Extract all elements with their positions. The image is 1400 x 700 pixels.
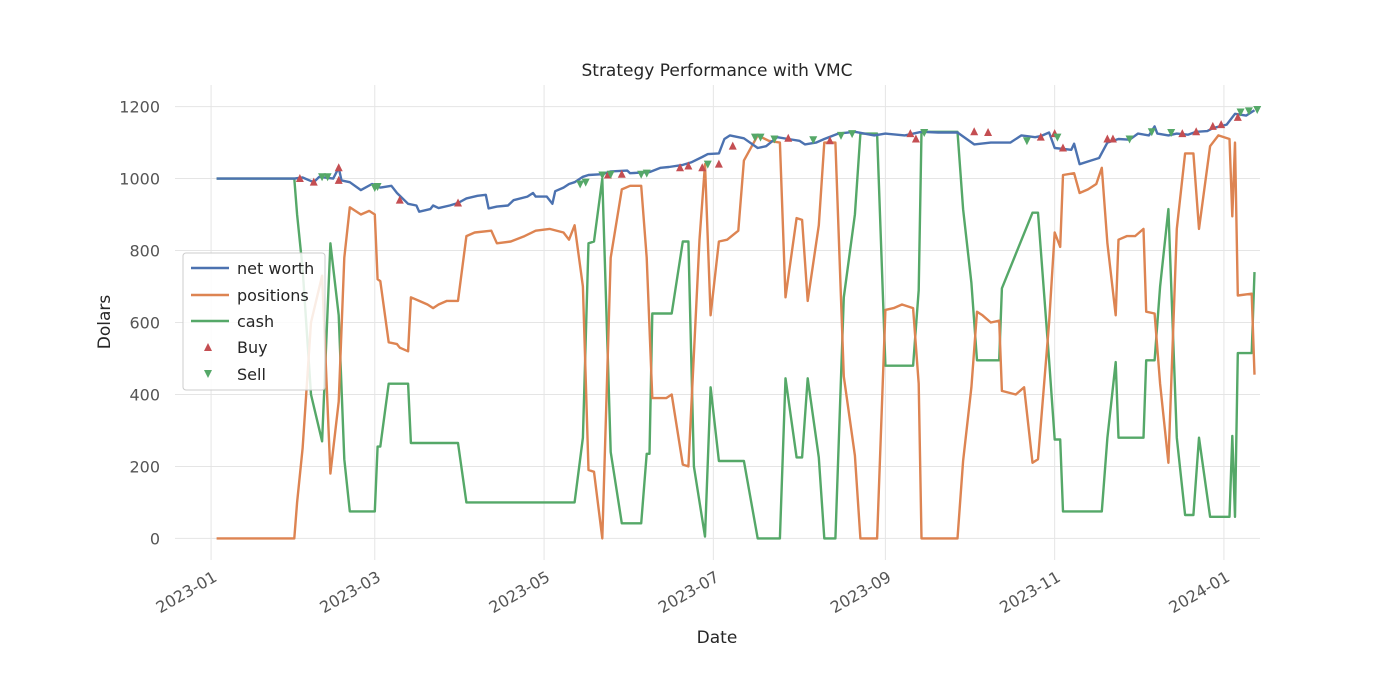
sell-marker-8: [637, 170, 646, 179]
buy-marker-10: [698, 163, 707, 172]
sell-marker-1: [323, 173, 332, 182]
legend-label-cash: cash: [237, 312, 274, 331]
sell-marker-6: [598, 171, 607, 180]
legend-label-sell: Sell: [237, 365, 266, 384]
sell-marker-17: [920, 129, 929, 137]
sell-marker-15: [836, 131, 845, 140]
buy-marker-3: [334, 175, 343, 184]
series-line-cash: [216, 130, 1256, 540]
y-tick-label-0: 0: [150, 529, 160, 548]
grid: [175, 85, 1260, 560]
sell-marker-9: [642, 169, 651, 178]
sell-marker-4: [576, 180, 585, 189]
buy-marker-12: [728, 141, 737, 150]
sell-marker-12: [756, 133, 765, 142]
sell-marker-11: [750, 133, 759, 142]
buy-marker-15: [906, 129, 915, 138]
chart-title: Strategy Performance with VMC: [581, 61, 852, 81]
buy-marker-8: [676, 163, 685, 172]
buy-marker-16: [911, 134, 920, 143]
legend-swatch-buy: [204, 343, 212, 351]
legend-label-buy: Buy: [237, 338, 268, 357]
legend: net worth positions cash Buy Sell: [182, 252, 326, 391]
y-tick-label-600: 600: [129, 314, 160, 333]
series-line-positions: [216, 134, 1256, 540]
y-tick-label-200: 200: [129, 457, 160, 476]
y-tick-label-1000: 1000: [119, 170, 160, 189]
marker-layer: [295, 105, 1262, 207]
series-layer: [216, 109, 1256, 540]
sell-marker-20: [1125, 135, 1134, 144]
buy-marker-26: [1208, 121, 1217, 130]
sell-marker-3: [373, 182, 382, 191]
buy-marker-19: [1036, 132, 1045, 141]
buy-marker-2: [334, 163, 343, 172]
sell-marker-25: [1253, 105, 1262, 114]
buy-marker-21: [1058, 143, 1067, 152]
buy-marker-0: [295, 174, 304, 183]
sell-marker-19: [1053, 133, 1062, 142]
sell-marker-23: [1236, 108, 1245, 117]
sell-marker-5: [581, 178, 590, 187]
buy-marker-4: [395, 195, 404, 204]
buy-marker-9: [684, 161, 693, 170]
buy-marker-11: [714, 159, 723, 168]
sell-marker-21: [1147, 128, 1156, 137]
series-line-net-worth: [216, 109, 1256, 213]
buy-marker-1: [309, 177, 318, 186]
y-tick-label-1200: 1200: [119, 98, 160, 117]
sell-marker-16: [848, 130, 857, 139]
buy-marker-25: [1192, 127, 1201, 136]
x-axis-title: Date: [697, 628, 738, 648]
sell-marker-18: [1022, 137, 1031, 146]
sell-marker-24: [1244, 107, 1253, 116]
buy-marker-24: [1178, 129, 1187, 138]
sell-marker-0: [318, 173, 327, 182]
sell-marker-22: [1167, 129, 1176, 137]
buy-marker-17: [970, 127, 979, 136]
buy-marker-7: [617, 169, 626, 178]
buy-marker-18: [984, 128, 993, 136]
legend-label-net-worth: net worth: [237, 259, 314, 278]
buy-marker-28: [1233, 112, 1242, 121]
sell-marker-7: [606, 170, 615, 179]
y-tick-label-800: 800: [129, 242, 160, 261]
buy-marker-23: [1108, 134, 1117, 143]
buy-marker-5: [454, 198, 463, 207]
legend-swatch-sell: [204, 370, 212, 378]
legend-label-positions: positions: [237, 286, 309, 305]
legend-box: [182, 252, 326, 391]
sell-marker-14: [809, 136, 818, 145]
sell-marker-10: [703, 160, 712, 169]
buy-marker-22: [1103, 134, 1112, 143]
buy-marker-27: [1217, 120, 1226, 129]
y-axis-title: Dolars: [95, 295, 115, 350]
sell-marker-13: [770, 135, 779, 144]
buy-marker-14: [825, 136, 834, 145]
buy-marker-13: [784, 133, 793, 142]
y-tick-label-400: 400: [129, 385, 160, 404]
